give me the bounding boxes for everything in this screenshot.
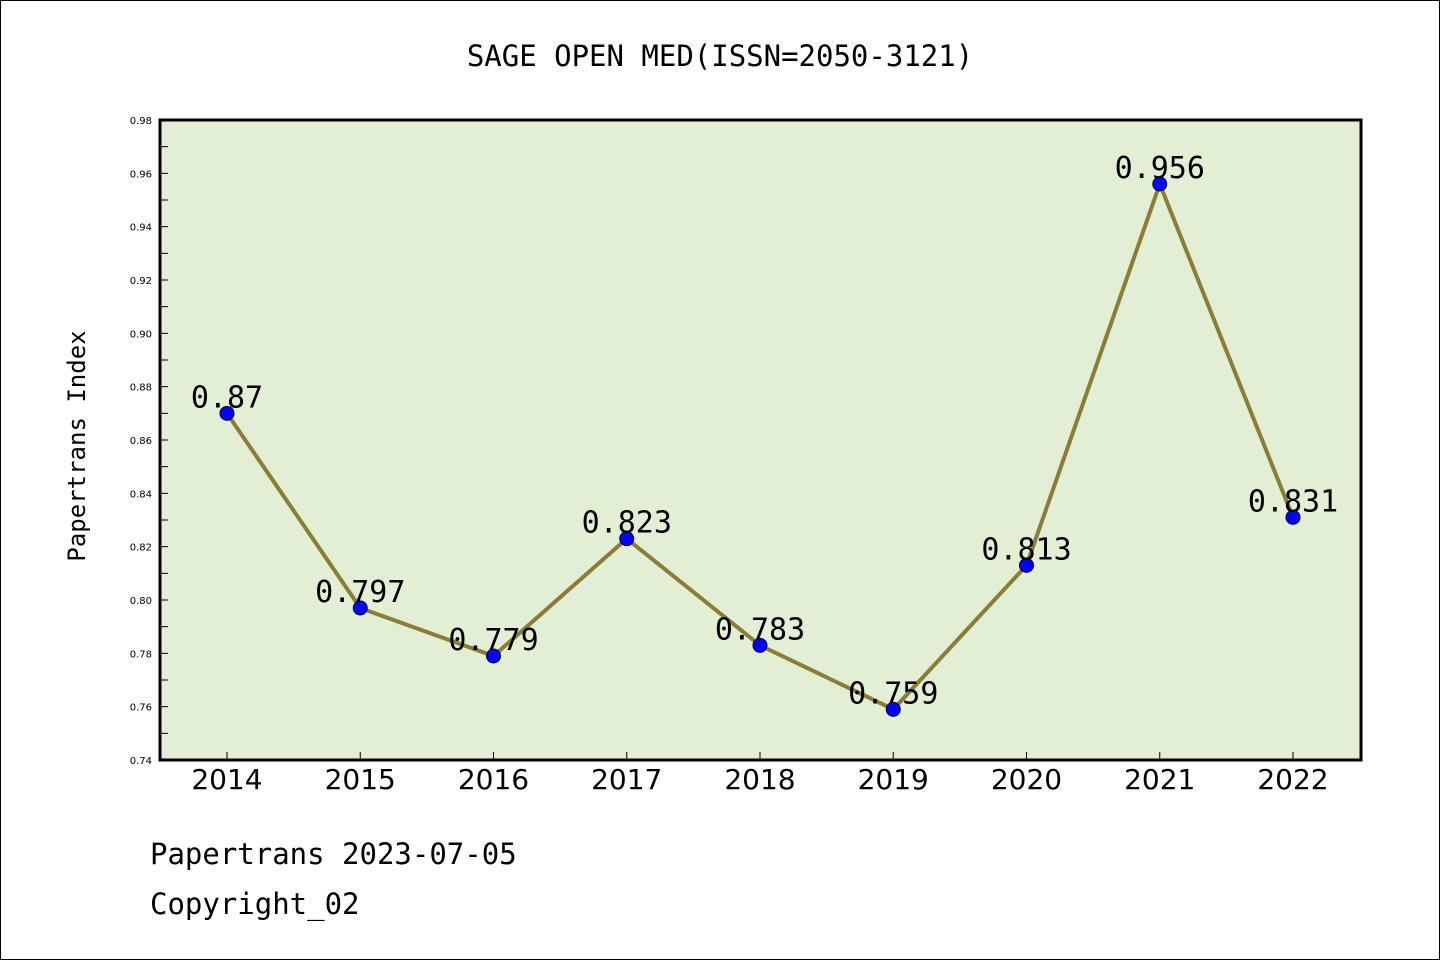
y-tick-label: 0.80 [130, 596, 152, 607]
x-axis: 2014 2015 2016 2017 2018 2019 2020 2021 2022 [191, 752, 1329, 796]
data-point-marker [752, 637, 768, 653]
y-tick-label: 0.84 [130, 489, 152, 500]
y-tick-label: 0.96 [130, 169, 152, 180]
x-tick-label: 2018 [724, 763, 795, 796]
x-tick-label: 2022 [1257, 763, 1328, 796]
data-label: 0.779 [448, 623, 538, 658]
data-point-marker [1152, 176, 1168, 192]
data-labels-group: 0.87 0.797 0.779 0.823 0.783 0.759 0.813 0.956 0… [191, 151, 1338, 711]
y-tick-label: 0.76 [130, 703, 152, 714]
data-label: 0.813 [981, 532, 1071, 567]
x-tick-label: 2016 [458, 763, 529, 796]
data-point-marker [352, 600, 368, 616]
y-tick-label: 0.88 [130, 383, 152, 394]
data-point-marker [219, 405, 235, 421]
data-label: 0.87 [191, 380, 263, 415]
data-label: 0.831 [1248, 484, 1338, 519]
x-tick-label: 2021 [1124, 763, 1195, 796]
data-point-marker [1285, 509, 1301, 525]
x-tick-label: 2014 [191, 763, 262, 796]
y-tick-label: 0.92 [130, 276, 152, 287]
data-label: 0.759 [848, 676, 938, 711]
x-tick-label: 2019 [858, 763, 929, 796]
data-label: 0.797 [315, 575, 405, 610]
y-tick-label: 0.74 [130, 756, 152, 767]
y-tick-label: 0.98 [130, 116, 152, 127]
y-axis: 0.74 0.76 0.78 0.80 0.82 0.84 0.86 0.88 0.90 0.92… [130, 116, 168, 767]
footer-date: Papertrans 2023-07-05 [150, 837, 517, 871]
footer-copyright: Copyright_02 [150, 887, 360, 922]
x-tick-label: 2020 [991, 763, 1062, 796]
plot-area [158, 118, 1363, 762]
data-point-marker [619, 531, 635, 547]
x-tick-label: 2015 [325, 763, 396, 796]
y-tick-label: 0.86 [130, 436, 152, 447]
data-label: 0.783 [715, 612, 805, 647]
y-tick-label: 0.90 [130, 329, 152, 340]
data-label: 0.956 [1115, 151, 1205, 186]
data-point-marker [1019, 557, 1034, 573]
data-point-marker [486, 648, 501, 664]
y-tick-label: 0.82 [130, 543, 152, 554]
x-tick-label: 2017 [591, 763, 662, 796]
chart-title: SAGE OPEN MED(ISSN=2050-3121) [467, 39, 973, 73]
data-label: 0.823 [582, 506, 672, 541]
data-point-marker [885, 701, 901, 717]
y-axis-label: Papertrans Index [63, 330, 91, 561]
series-markers-group [219, 176, 1301, 717]
y-tick-label: 0.94 [130, 223, 152, 234]
y-tick-label: 0.78 [130, 649, 152, 660]
